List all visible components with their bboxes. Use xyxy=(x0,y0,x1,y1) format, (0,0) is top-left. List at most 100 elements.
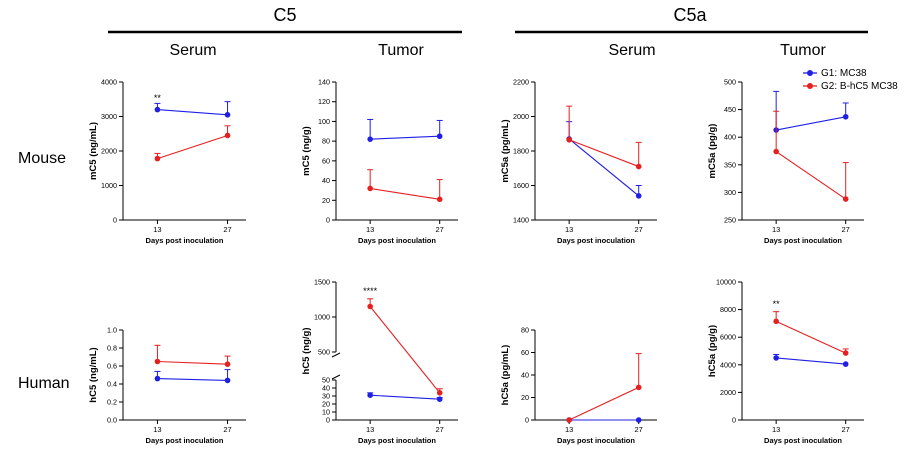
legend: G1: MC38 G2: B-hC5 MC38 xyxy=(803,68,898,92)
series-line xyxy=(370,394,440,400)
y-axis-label: mC5a (pg/mL) xyxy=(500,119,511,182)
axis-break-mark xyxy=(331,374,341,380)
data-point xyxy=(436,133,443,140)
axis-break-mark xyxy=(331,352,341,358)
y-tick-label: 4000 xyxy=(720,360,736,369)
x-tick-label: 27 xyxy=(436,225,444,234)
series-line xyxy=(157,378,228,381)
data-point xyxy=(154,358,161,365)
y-tick-label: 40 xyxy=(521,371,529,380)
data-point xyxy=(842,113,849,120)
data-point xyxy=(842,350,849,356)
x-tick-label: 27 xyxy=(635,425,643,434)
y-tick-label: 400 xyxy=(724,133,736,142)
x-axis-label: Days post inoculation xyxy=(146,436,224,445)
y-tick-label: 80 xyxy=(322,137,330,146)
y-tick-label: 0 xyxy=(732,416,736,425)
y-tick-label: 0 xyxy=(113,216,117,225)
y-tick-label: 30 xyxy=(322,392,330,401)
data-point xyxy=(566,136,572,143)
y-tick-label: 1000 xyxy=(101,181,117,190)
y-tick-label: 120 xyxy=(318,97,330,106)
data-point xyxy=(224,377,231,384)
legend-g1-label: G1: MC38 xyxy=(821,68,867,79)
data-point xyxy=(436,196,443,203)
y-tick-label: 100 xyxy=(318,117,330,126)
data-point xyxy=(566,417,572,423)
data-point xyxy=(224,111,231,118)
x-axis-label: Days post inoculation xyxy=(764,236,842,245)
data-point xyxy=(224,132,231,139)
data-point xyxy=(154,375,161,382)
y-tick-label: 50 xyxy=(322,376,330,385)
y-tick-label: 6000 xyxy=(720,333,736,342)
x-tick-label: 13 xyxy=(565,225,573,234)
y-tick-label: 1500 xyxy=(314,278,330,287)
y-tick-label: 0.8 xyxy=(107,344,117,353)
data-point xyxy=(154,155,161,162)
data-point xyxy=(635,417,642,423)
x-tick-label: 27 xyxy=(842,225,850,234)
y-tick-label: 500 xyxy=(724,78,736,87)
series-line xyxy=(157,109,228,116)
data-point xyxy=(154,106,161,113)
y-tick-label: 140 xyxy=(318,78,330,87)
group-title-c5a: C5a xyxy=(673,5,707,25)
x-axis-label: Days post inoculation xyxy=(358,236,436,245)
group-title-c5: C5 xyxy=(273,5,296,25)
y-tick-label: 2200 xyxy=(513,78,529,87)
y-axis-label: mC5 (ng/g) xyxy=(301,126,312,176)
subtitle-c5-tumor: Tumor xyxy=(378,42,424,59)
y-tick-label: 0.6 xyxy=(107,362,117,371)
series-line xyxy=(775,151,847,200)
significance-annotation: ** xyxy=(154,93,162,103)
y-tick-label: 10000 xyxy=(716,278,736,287)
y-tick-label: 1600 xyxy=(513,181,529,190)
data-point xyxy=(773,148,779,155)
data-point xyxy=(367,185,373,192)
significance-annotation: **** xyxy=(363,286,378,296)
y-tick-label: 1800 xyxy=(513,147,529,156)
x-tick-label: 13 xyxy=(153,425,161,434)
data-point xyxy=(224,361,231,368)
y-tick-label: 8000 xyxy=(720,305,736,314)
y-axis-label: hC5a (pg/g) xyxy=(707,325,718,377)
series-line xyxy=(370,135,440,140)
data-point xyxy=(773,318,779,325)
y-tick-label: 10 xyxy=(322,408,330,417)
row-label-human: Human xyxy=(18,375,70,392)
y-tick-label: 80 xyxy=(521,326,529,335)
y-axis-label: hC5 (ng/g) xyxy=(301,328,312,375)
subtitle-c5-serum: Serum xyxy=(169,42,216,59)
y-tick-label: 60 xyxy=(521,348,529,357)
series-line xyxy=(775,320,846,354)
series-line xyxy=(568,139,639,168)
subtitle-c5a-serum: Serum xyxy=(608,42,655,59)
subtitle-c5a-tumor: Tumor xyxy=(780,42,826,59)
y-tick-label: 20 xyxy=(322,196,330,205)
x-tick-label: 13 xyxy=(366,225,374,234)
y-tick-label: 2000 xyxy=(513,112,529,121)
y-tick-label: 350 xyxy=(724,160,736,169)
y-tick-label: 20 xyxy=(322,400,330,409)
x-tick-label: 27 xyxy=(842,425,850,434)
data-point xyxy=(367,303,373,310)
data-point xyxy=(635,384,642,391)
data-point xyxy=(367,392,373,399)
y-axis-label: mC5a (pg/g) xyxy=(707,124,718,179)
y-tick-label: 1.0 xyxy=(107,326,117,335)
significance-annotation: ** xyxy=(773,299,781,309)
y-tick-label: 0 xyxy=(525,416,529,425)
y-tick-label: 0.0 xyxy=(107,416,117,425)
y-tick-label: 0.4 xyxy=(107,380,117,389)
y-tick-label: 3000 xyxy=(101,112,117,121)
x-axis-label: Days post inoculation xyxy=(557,236,635,245)
series-line xyxy=(776,116,846,131)
series-line xyxy=(568,138,640,197)
x-tick-label: 13 xyxy=(772,225,780,234)
y-tick-label: 2000 xyxy=(720,388,736,397)
